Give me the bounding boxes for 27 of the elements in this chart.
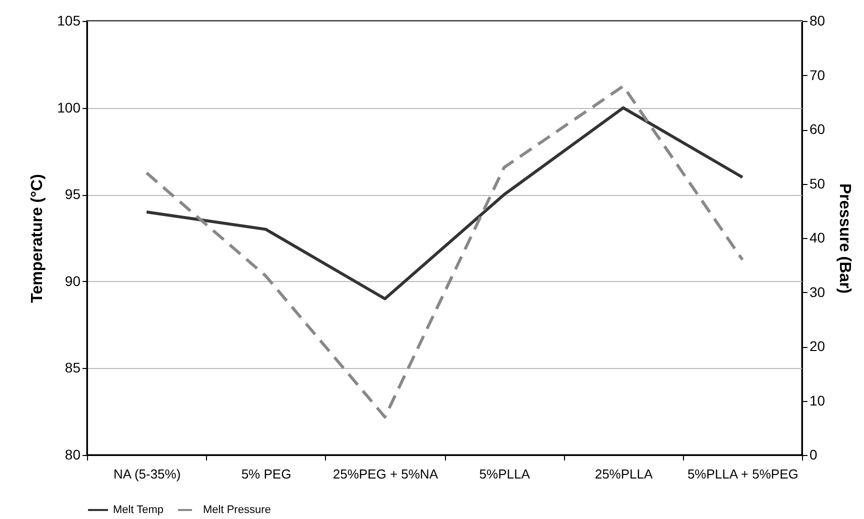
- y2-tick-label: 10: [810, 392, 826, 408]
- x-tick-label: 25%PLLA: [594, 466, 653, 482]
- line-series: [145, 106, 744, 300]
- y2-tick-label: 60: [810, 121, 826, 137]
- y2-tick-label: 50: [810, 175, 826, 192]
- y2-tick-label: 40: [810, 230, 826, 246]
- x-tick-label: 5% PEG: [241, 466, 292, 482]
- y-tick-label: 80: [64, 446, 81, 462]
- y-tick-label: 100: [57, 99, 81, 116]
- y-tick-label: 105: [57, 12, 81, 28]
- x-tick-label: 5%PLLA: [479, 466, 530, 482]
- x-tick-label: 25%PEG + 5%NA: [332, 466, 438, 482]
- y-tick-label: 85: [64, 360, 81, 376]
- y2-tick-label: 70: [810, 66, 826, 83]
- y2-tick-label: 30: [810, 284, 826, 300]
- y2-tick-label: 80: [810, 12, 826, 28]
- y2-tick-label: 20: [810, 338, 826, 354]
- x-tick-label: NA (5-35%): [113, 466, 181, 482]
- y2-axis-title: Pressure (Bar): [836, 183, 854, 294]
- y-axis-title: Temperature (°C): [29, 174, 46, 303]
- y-tick-label: 90: [64, 272, 81, 289]
- y-tick-label: 95: [64, 186, 81, 202]
- x-tick-label: 5%PLLA + 5%PEG: [687, 466, 798, 482]
- legend-label: Melt Temp: [113, 504, 164, 516]
- line-series: [145, 84, 744, 419]
- legend-label: Melt Pressure: [203, 504, 271, 516]
- y2-tick-label: 0: [810, 446, 818, 462]
